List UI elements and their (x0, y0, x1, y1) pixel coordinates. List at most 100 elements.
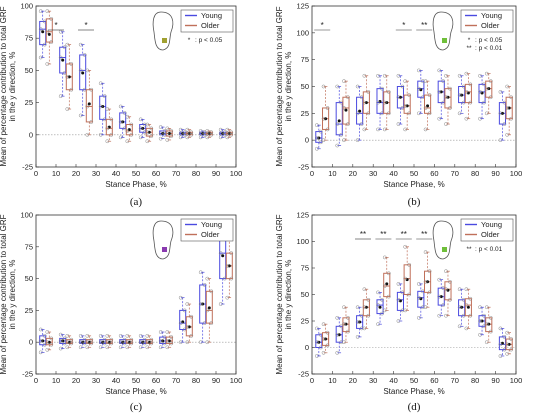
box-young-45 (118, 333, 127, 350)
mean-marker (87, 102, 91, 106)
data-point (403, 244, 408, 249)
data-point (45, 29, 50, 34)
box-young-65 (158, 125, 167, 141)
y-tick-label: 75 (25, 34, 33, 43)
data-point (325, 106, 330, 110)
data-point (65, 42, 70, 47)
data-point (42, 42, 47, 47)
sig-legend-symbol: * (468, 37, 471, 44)
data-point (165, 339, 170, 343)
x-tick-label: 50 (132, 169, 140, 178)
data-point (355, 84, 360, 89)
data-point (145, 345, 150, 350)
x-tick-label: 10 (328, 376, 336, 385)
data-point (482, 313, 486, 318)
legend-label: Young (201, 11, 222, 20)
data-point (185, 340, 190, 345)
data-point (416, 315, 421, 320)
mean-marker (500, 341, 504, 345)
x-tick-label: 100 (510, 376, 523, 385)
foot-region-highlight (442, 247, 447, 252)
data-point (145, 122, 150, 127)
data-point (380, 297, 384, 302)
data-point (314, 146, 319, 151)
data-point (362, 326, 367, 331)
data-point (437, 313, 442, 318)
data-point (386, 271, 391, 276)
data-point (45, 9, 50, 14)
box-young-55 (416, 282, 425, 320)
data-point (49, 336, 54, 341)
data-point (158, 345, 163, 350)
data-point (478, 116, 482, 121)
chart-panel-c: 0 10 20 30 40 50 60 70 80 90 100-250255075100Stanc… (0, 211, 242, 414)
data-point (138, 345, 143, 350)
x-tick-label: 80 (192, 169, 200, 178)
data-point (342, 340, 346, 345)
data-point (109, 341, 114, 346)
x-axis-label: Stance Phase, % (383, 387, 444, 396)
x-tick-label: 50 (410, 169, 418, 178)
data-point (45, 62, 50, 66)
data-point (441, 79, 446, 83)
y-tick-label: 100 (296, 237, 309, 246)
data-point (125, 139, 130, 144)
data-point (423, 79, 428, 83)
data-point (205, 308, 210, 313)
data-point (321, 138, 326, 143)
data-point (178, 321, 183, 325)
data-point (478, 73, 482, 78)
data-point (38, 55, 43, 60)
x-tick-label: 100 (230, 169, 243, 178)
data-point (142, 122, 147, 127)
x-axis-label: Stance Phase, % (105, 180, 166, 189)
data-point (198, 270, 203, 275)
data-point (85, 132, 90, 137)
mean-marker (378, 100, 382, 104)
data-point (407, 292, 412, 297)
data-point (318, 345, 323, 350)
foot-region-highlight (162, 247, 167, 252)
box-young-85 (478, 73, 486, 121)
data-point (314, 354, 319, 358)
data-point (185, 127, 190, 132)
data-point (38, 27, 43, 32)
data-point (498, 138, 503, 143)
data-point (382, 308, 387, 313)
data-point (376, 290, 380, 295)
y-tick-label: -25 (22, 163, 33, 172)
x-tick-label: 20 (72, 376, 80, 385)
data-point (49, 342, 54, 347)
data-point (423, 279, 428, 284)
x-tick-label: 80 (471, 169, 479, 178)
y-tick-label: 50 (25, 66, 33, 75)
data-point (138, 126, 143, 131)
mean-marker (405, 278, 409, 282)
mean-marker (480, 91, 484, 95)
data-point (478, 319, 482, 323)
data-point (218, 302, 223, 306)
significance-mark: ** (360, 230, 366, 239)
data-point (478, 332, 482, 337)
box-young-85 (478, 305, 486, 337)
data-point (198, 340, 203, 345)
data-point (198, 131, 203, 136)
data-point (218, 135, 223, 140)
data-point (169, 335, 174, 339)
data-point (362, 127, 367, 132)
y-tick-label: 25 (25, 98, 33, 107)
box-young-65 (158, 330, 167, 350)
x-tick-label: 70 (451, 169, 459, 178)
y-tick-label: 50 (301, 290, 309, 299)
y-tick-label: -25 (298, 370, 309, 379)
data-point (457, 111, 462, 116)
data-point (165, 345, 170, 350)
data-point (229, 251, 234, 256)
panel-label: (c) (130, 401, 143, 413)
box-older-15 (65, 42, 74, 111)
data-point (314, 340, 319, 345)
data-point (218, 127, 223, 132)
y-tick-label: 75 (301, 264, 309, 273)
box-body (376, 88, 384, 114)
data-point (58, 94, 63, 99)
